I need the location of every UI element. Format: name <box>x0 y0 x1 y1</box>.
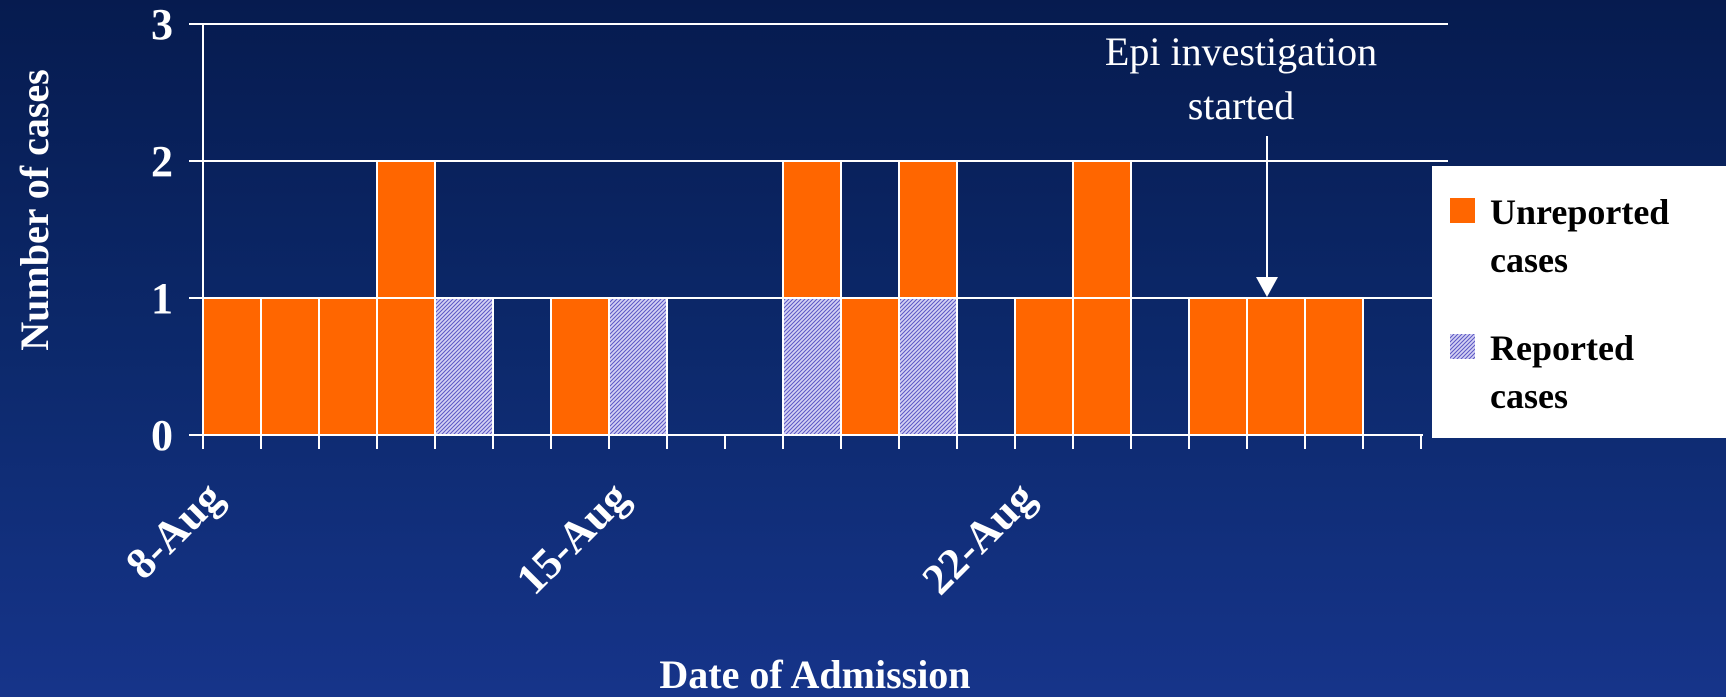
legend-label-reported: Reported cases <box>1490 328 1643 416</box>
legend: Unreported cases Reported cases <box>1432 166 1726 438</box>
bar-unreported-case <box>1188 297 1248 436</box>
bar-unreported-case <box>1304 297 1364 436</box>
legend-box <box>1432 166 1726 438</box>
y-tick-label: 2 <box>151 137 173 186</box>
bar-reported-case <box>898 297 958 436</box>
bar-unreported-case <box>318 297 378 436</box>
bar-reported-case <box>434 297 494 436</box>
x-tick-label: 8-Aug <box>116 472 232 588</box>
annotation-arrowhead <box>1256 277 1278 297</box>
bar-unreported-case <box>202 297 262 436</box>
y-tick-label: 0 <box>151 411 173 460</box>
y-tick-label: 3 <box>151 0 173 49</box>
bar-unreported-case <box>260 297 320 436</box>
annotation: Epi investigation started <box>1105 29 1377 297</box>
x-tick-label: 15-Aug <box>507 472 638 603</box>
legend-label-unreported: Unreported cases <box>1490 192 1678 280</box>
bars <box>202 160 1364 436</box>
y-axis-title: Number of cases <box>12 69 57 350</box>
bar-unreported-case <box>1072 160 1132 299</box>
bar-unreported-case <box>376 297 436 436</box>
bar-reported-case <box>608 297 668 436</box>
legend-swatch-reported <box>1450 334 1475 359</box>
x-tick-label: 22-Aug <box>913 472 1044 603</box>
annotation-text: Epi investigation started <box>1105 29 1377 128</box>
bar-unreported-case <box>840 297 900 436</box>
legend-swatch-unreported <box>1450 198 1475 223</box>
bar-unreported-case <box>376 160 436 299</box>
bar-unreported-case <box>1246 297 1306 436</box>
bar-reported-case <box>782 297 842 436</box>
y-tick-label: 1 <box>151 274 173 323</box>
x-axis-title: Date of Admission <box>659 652 970 697</box>
bar-unreported-case <box>1072 297 1132 436</box>
bar-unreported-case <box>1014 297 1074 436</box>
bar-unreported-case <box>550 297 610 436</box>
bar-unreported-case <box>898 160 958 299</box>
bar-unreported-case <box>782 160 842 299</box>
